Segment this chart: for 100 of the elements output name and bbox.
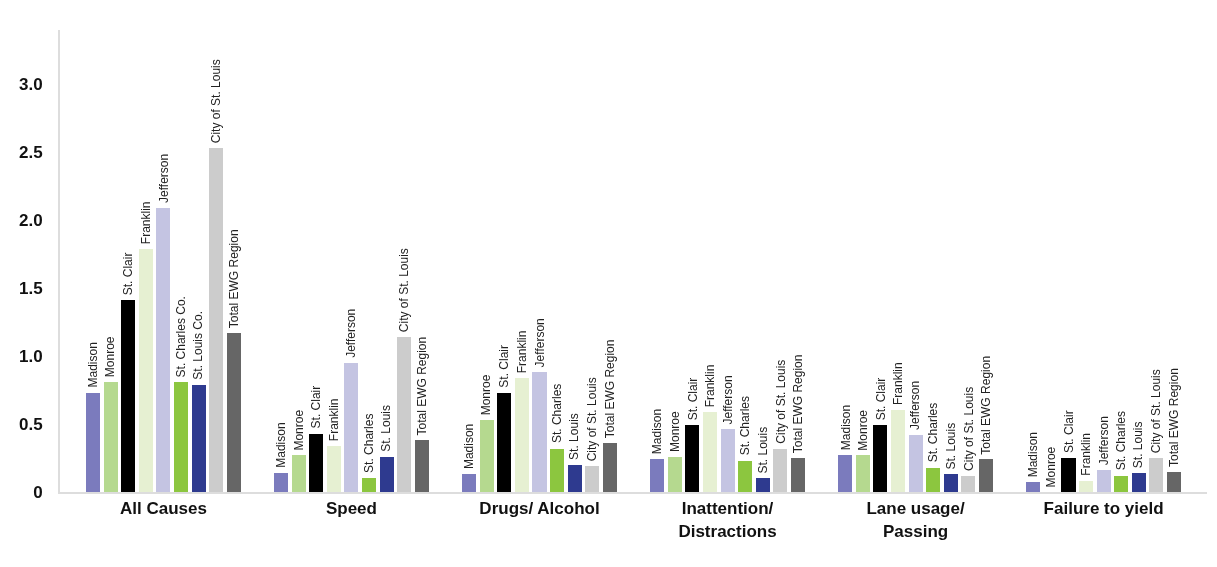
bar xyxy=(1061,458,1076,492)
bar xyxy=(309,434,323,492)
bar xyxy=(1079,481,1093,492)
bar xyxy=(1132,473,1146,492)
y-tick-label: 3.0 xyxy=(18,75,43,95)
bar xyxy=(721,429,735,492)
bar xyxy=(891,410,905,492)
annotation: St. Charles xyxy=(362,413,377,473)
annotation: City of St. Louis xyxy=(961,386,976,471)
annotation: St. Clair xyxy=(1061,410,1076,454)
annotation: Franklin xyxy=(702,364,717,408)
bar xyxy=(121,300,135,492)
annotation: St. Louis xyxy=(567,413,582,460)
bar xyxy=(585,466,599,492)
annotation: Madison xyxy=(462,423,477,470)
bar xyxy=(1114,476,1128,492)
bar xyxy=(174,382,188,492)
annotation: Madison xyxy=(1026,432,1041,478)
bar xyxy=(568,465,582,492)
bar xyxy=(497,393,511,492)
annotation: Jefferson xyxy=(156,153,171,203)
bar xyxy=(480,420,494,492)
bar xyxy=(292,455,306,492)
annotation: Madison xyxy=(273,422,288,468)
bar xyxy=(668,457,682,492)
annotation: Total EWG Region xyxy=(603,339,618,439)
annotation: St. Charles xyxy=(926,402,941,463)
bar xyxy=(873,425,887,492)
x-tick-label: Inattention/ Distractions xyxy=(678,499,777,541)
bar xyxy=(944,474,958,492)
annotation: St. Charles xyxy=(550,383,565,444)
annotation: St. Louis xyxy=(379,405,394,452)
bar xyxy=(139,249,153,492)
annotation: Total EWG Region xyxy=(414,336,429,436)
annotation: St. Clair xyxy=(121,252,136,296)
bar xyxy=(791,458,805,492)
bar xyxy=(1097,470,1111,492)
annotation: Jefferson xyxy=(908,380,923,430)
annotation: Franklin xyxy=(138,201,153,245)
bar xyxy=(515,378,529,492)
annotation: St. Louis xyxy=(755,426,770,474)
y-tick-label: 0 xyxy=(33,482,43,502)
annotation: Monroe xyxy=(856,409,871,451)
y-tick-label: 0.5 xyxy=(18,415,43,435)
annotation: Jefferson xyxy=(720,375,735,425)
annotation: Madison xyxy=(650,408,665,455)
annotation: City of St. Louis xyxy=(397,248,412,333)
bar xyxy=(415,440,429,492)
bar xyxy=(979,459,993,492)
bar xyxy=(227,333,241,492)
annotation: Franklin xyxy=(891,362,906,405)
bar xyxy=(685,425,699,492)
annotation: St. Clair xyxy=(873,377,888,421)
annotation: St. Charles xyxy=(1113,410,1128,471)
x-tick-label: Drugs/ Alcohol xyxy=(479,499,600,519)
bar xyxy=(550,449,564,492)
bar xyxy=(192,385,206,492)
bar xyxy=(738,461,752,492)
bar xyxy=(603,443,617,492)
bar xyxy=(909,435,923,492)
annotation: St. Louis xyxy=(1131,421,1146,469)
bar xyxy=(362,478,376,492)
bar xyxy=(1167,472,1181,492)
bar xyxy=(856,455,870,492)
annotation: Total EWG Region xyxy=(227,229,242,329)
bar xyxy=(773,449,787,492)
bar xyxy=(274,473,288,492)
annotation: St. Clair xyxy=(497,345,512,388)
bar xyxy=(380,457,394,492)
x-tick-label: All Causes xyxy=(119,499,207,519)
annotation: St. Clair xyxy=(685,377,700,421)
annotation: Madison xyxy=(838,404,853,451)
bar xyxy=(703,412,717,492)
annotation: City of St. Louis xyxy=(208,59,223,144)
annotation: Monroe xyxy=(103,336,118,378)
annotation: Jefferson xyxy=(532,318,547,368)
annotation: Total EWG Region xyxy=(978,355,993,455)
x-tick-label: Lane usage/ Passing xyxy=(866,499,965,541)
annotation: Monroe xyxy=(291,409,306,451)
annotation: Total EWG Region xyxy=(1166,368,1181,467)
annotation: Jefferson xyxy=(1096,416,1111,466)
bar xyxy=(156,208,170,492)
annotation: Monroe xyxy=(479,374,494,416)
annotation: Franklin xyxy=(1079,432,1094,476)
annotation: St. Charles Co. xyxy=(173,296,188,378)
y-tick-label: 1.5 xyxy=(18,279,43,299)
annotation: Franklin xyxy=(326,398,341,442)
bar xyxy=(209,148,223,492)
annotation: St. Louis Co. xyxy=(191,310,206,380)
bar xyxy=(104,382,118,492)
bar xyxy=(961,476,975,492)
annotation: Madison xyxy=(85,342,100,388)
bar xyxy=(1149,458,1163,492)
annotation: City of St. Louis xyxy=(584,377,599,462)
annotation: St. Louis xyxy=(943,422,958,470)
annotation: Monroe xyxy=(1044,446,1059,488)
annotation: City of St. Louis xyxy=(1149,369,1164,454)
bar xyxy=(327,446,341,492)
y-tick-label: 1.0 xyxy=(18,347,43,367)
bar xyxy=(532,372,547,492)
